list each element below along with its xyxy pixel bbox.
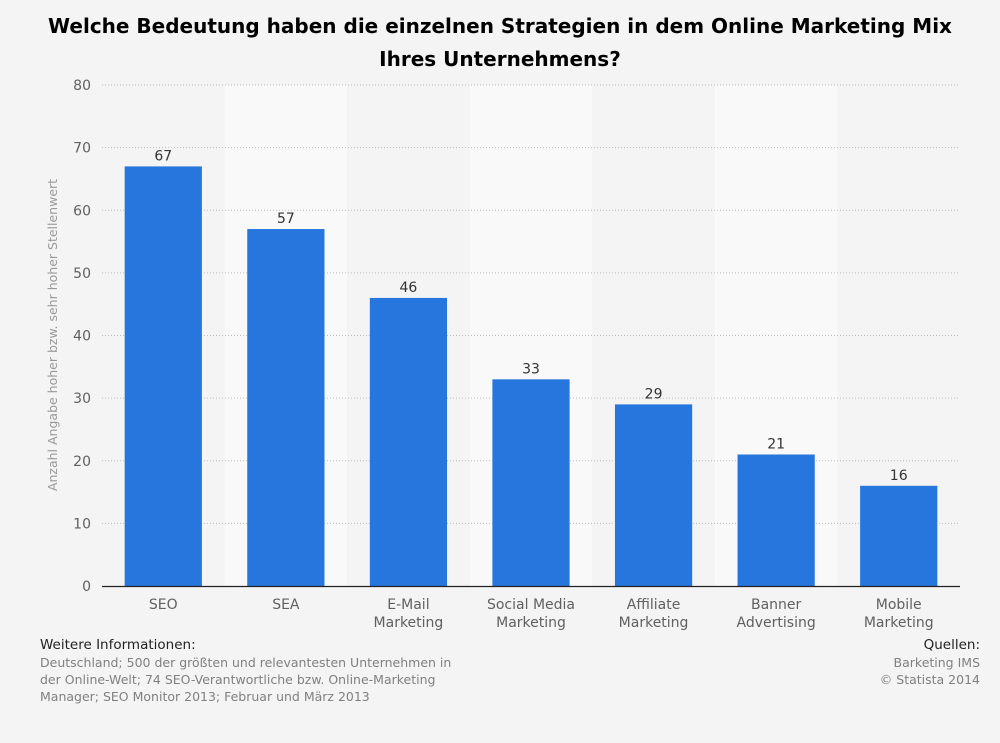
x-tick-label: Mobile (876, 597, 922, 613)
x-tick-label: Social Media (487, 597, 575, 613)
sources-heading: Quellen: (923, 637, 980, 653)
data-label: 21 (767, 436, 785, 452)
info-heading: Weitere Informationen: (40, 637, 196, 653)
x-axis-categories: SEO SEA E-Mail Marketing Social Media Marketi… (149, 597, 934, 631)
x-tick-label: Marketing (374, 615, 444, 631)
y-axis-ticks: 0 10 20 30 40 50 60 70 80 (73, 78, 91, 595)
y-tick-label: 40 (73, 329, 91, 345)
x-tick-label: E-Mail (387, 597, 429, 613)
bar (737, 454, 815, 586)
data-label: 57 (277, 211, 295, 227)
y-tick-label: 80 (73, 78, 91, 94)
footer-sources: Quellen: Barketing IMS © Statista 2014 (880, 637, 980, 688)
source-1: Barketing IMS (893, 655, 980, 670)
bar-chart: 67 57 46 33 29 21 16 0 10 20 30 40 50 60 70 80 SEO SEA E… (45, 78, 960, 631)
data-label: 16 (890, 468, 908, 484)
data-label: 33 (522, 361, 540, 377)
y-tick-label: 0 (82, 579, 91, 595)
bar (124, 166, 202, 586)
y-tick-label: 20 (73, 454, 91, 470)
y-tick-label: 70 (73, 141, 91, 157)
bar (247, 229, 325, 586)
data-labels: 67 57 46 33 29 21 16 (154, 148, 907, 483)
bar (860, 485, 938, 586)
x-tick-label: SEO (149, 597, 178, 613)
source-2: © Statista 2014 (879, 672, 980, 687)
x-tick-label: Banner (751, 597, 802, 613)
info-text: Deutschland; 500 der größten und relevan… (40, 655, 452, 704)
y-tick-label: 50 (73, 266, 91, 282)
chart-title: Welche Bedeutung haben die einzelnen Str… (48, 14, 952, 71)
x-tick-label: Affiliate (627, 597, 681, 613)
x-tick-label: Marketing (619, 615, 689, 631)
bar (492, 379, 570, 586)
y-axis-label: Anzahl Angabe hoher bzw. sehr hoher Stel… (45, 179, 60, 491)
x-tick-label: Advertising (737, 615, 816, 631)
data-label: 29 (645, 386, 663, 402)
data-label: 67 (154, 148, 172, 164)
y-tick-label: 30 (73, 391, 91, 407)
footer-info: Weitere Informationen: Deutschland; 500 … (40, 637, 460, 705)
bars (124, 166, 938, 586)
bar (369, 297, 448, 586)
data-label: 46 (400, 280, 418, 296)
x-tick-label: SEA (272, 597, 300, 613)
y-tick-label: 10 (73, 516, 91, 532)
x-tick-label: Marketing (496, 615, 566, 631)
bar (614, 404, 693, 586)
y-tick-label: 60 (73, 203, 91, 219)
x-tick-label: Marketing (864, 615, 934, 631)
